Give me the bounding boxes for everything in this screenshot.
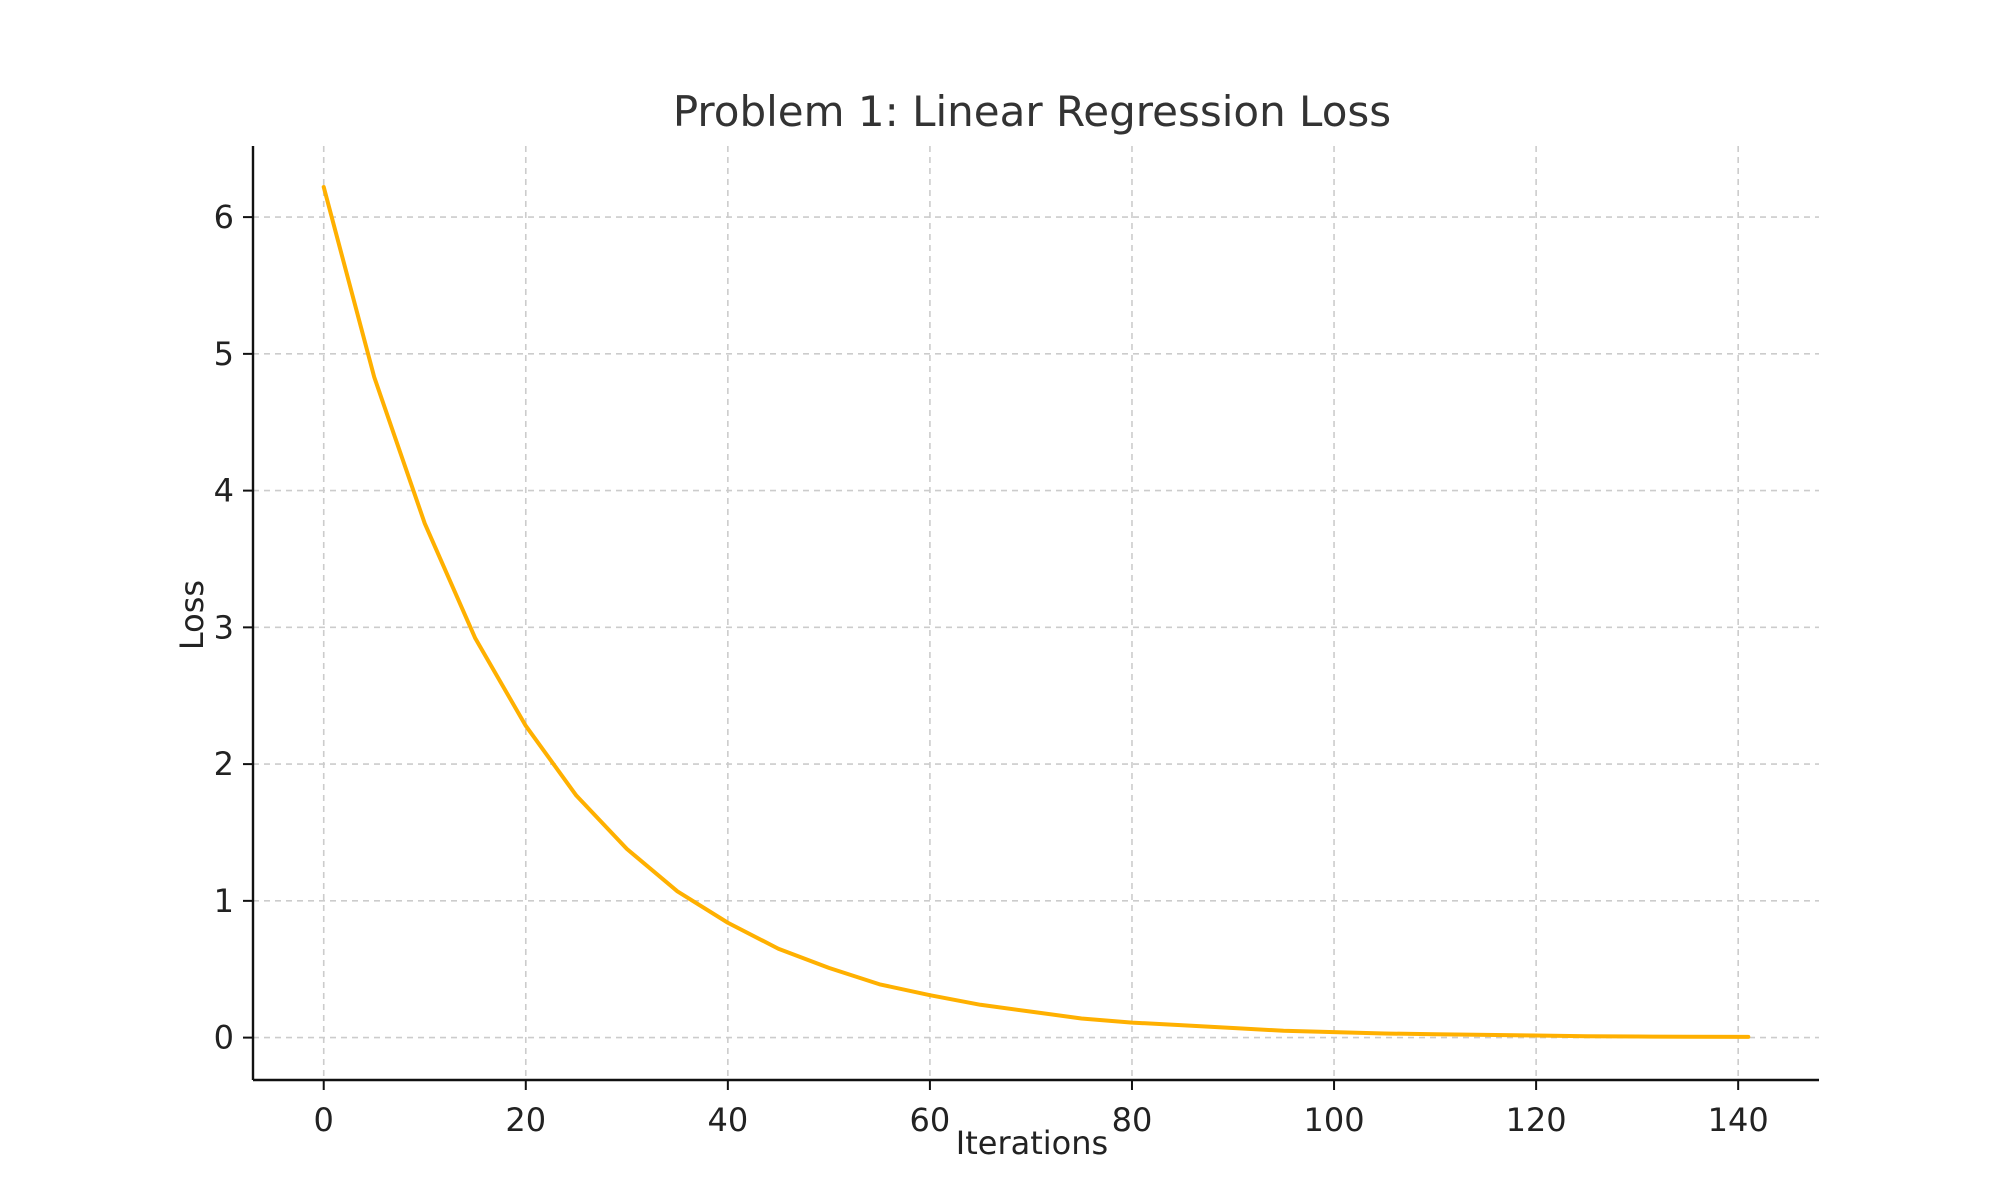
- x-tick-label: 20: [505, 1101, 546, 1139]
- gridlines: [253, 146, 1819, 1080]
- loss-series-line: [321, 185, 1751, 1039]
- y-axis-label: Loss: [173, 580, 211, 650]
- y-tick-label: 0: [214, 1019, 234, 1057]
- x-tick-label: 0: [314, 1101, 334, 1139]
- x-tick-label: 40: [707, 1101, 748, 1139]
- y-tick-label: 2: [214, 745, 234, 783]
- y-tick-label: 5: [214, 335, 234, 373]
- x-tick-label: 140: [1708, 1101, 1769, 1139]
- x-tick-label: 120: [1506, 1101, 1567, 1139]
- x-axis-label: Iterations: [956, 1124, 1108, 1162]
- y-tick-label: 3: [214, 608, 234, 646]
- x-tick-label: 100: [1304, 1101, 1365, 1139]
- chart-title: Problem 1: Linear Regression Loss: [673, 87, 1391, 136]
- y-tick-label: 6: [214, 198, 234, 236]
- x-tick-label: 80: [1112, 1101, 1153, 1139]
- y-tick-label: 1: [214, 882, 234, 920]
- ticks: 0 20 40 60 80 100 120 140 0 1 2 3 4 5 6: [214, 198, 1769, 1139]
- y-tick-label: 4: [214, 472, 234, 510]
- x-tick-label: 60: [910, 1101, 951, 1139]
- series-layer: [321, 185, 1751, 1039]
